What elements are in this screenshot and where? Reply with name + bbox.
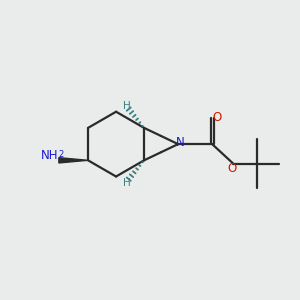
Polygon shape (59, 158, 88, 163)
Text: N: N (176, 136, 185, 148)
Text: H: H (123, 100, 131, 111)
Text: NH: NH (41, 149, 58, 162)
Text: O: O (227, 162, 236, 175)
Text: H: H (123, 178, 131, 188)
Text: O: O (212, 111, 222, 124)
Text: 2: 2 (58, 150, 64, 159)
